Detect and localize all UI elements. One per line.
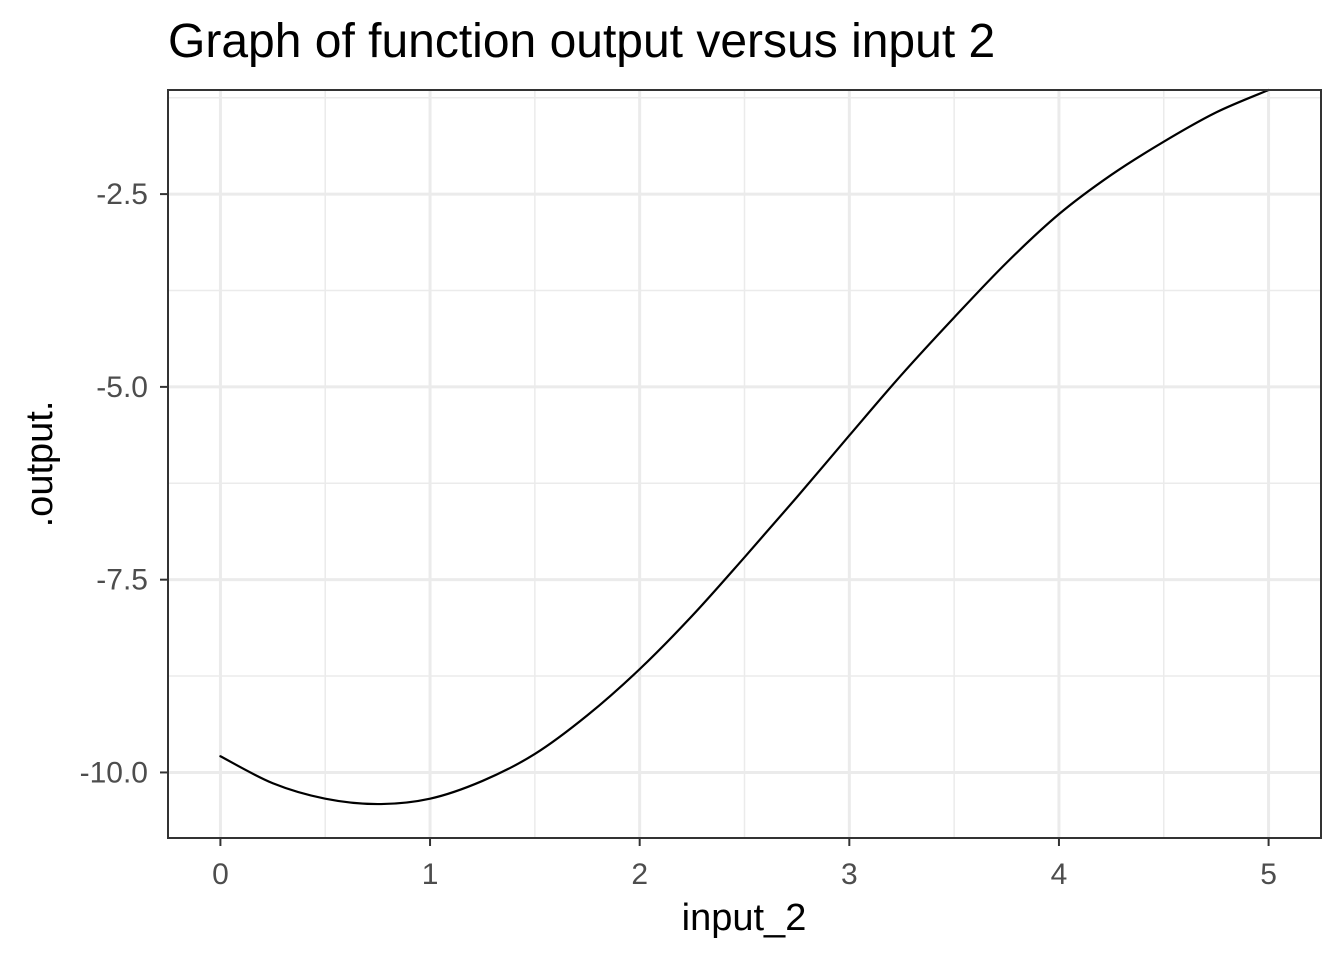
y-tick-label: -10.0 [80, 756, 148, 789]
plot-panel [167, 88, 1322, 839]
y-tick-label: -5.0 [96, 371, 148, 404]
major-grid [168, 90, 1321, 838]
x-tick-label: 3 [841, 858, 858, 891]
series-line [219, 88, 1270, 806]
minor-grid [168, 90, 1321, 838]
y-axis-title: .output. [19, 401, 61, 528]
y-tick-label: -2.5 [96, 178, 148, 211]
chart-title: Graph of function output versus input 2 [168, 15, 995, 68]
series-layer [219, 88, 1270, 806]
y-tick-label: -7.5 [96, 564, 148, 597]
x-axis-title: input_2 [682, 897, 807, 939]
x-tick-label: 5 [1260, 858, 1277, 891]
x-tick-label: 2 [631, 858, 648, 891]
x-axis: 0 1 2 3 4 5 [212, 838, 1277, 891]
x-tick-label: 4 [1051, 858, 1068, 891]
x-tick-label: 0 [212, 858, 229, 891]
y-axis: -10.0 -7.5 -5.0 -2.5 [80, 178, 168, 789]
plot-border [167, 89, 1322, 839]
x-tick-label: 1 [422, 858, 439, 891]
